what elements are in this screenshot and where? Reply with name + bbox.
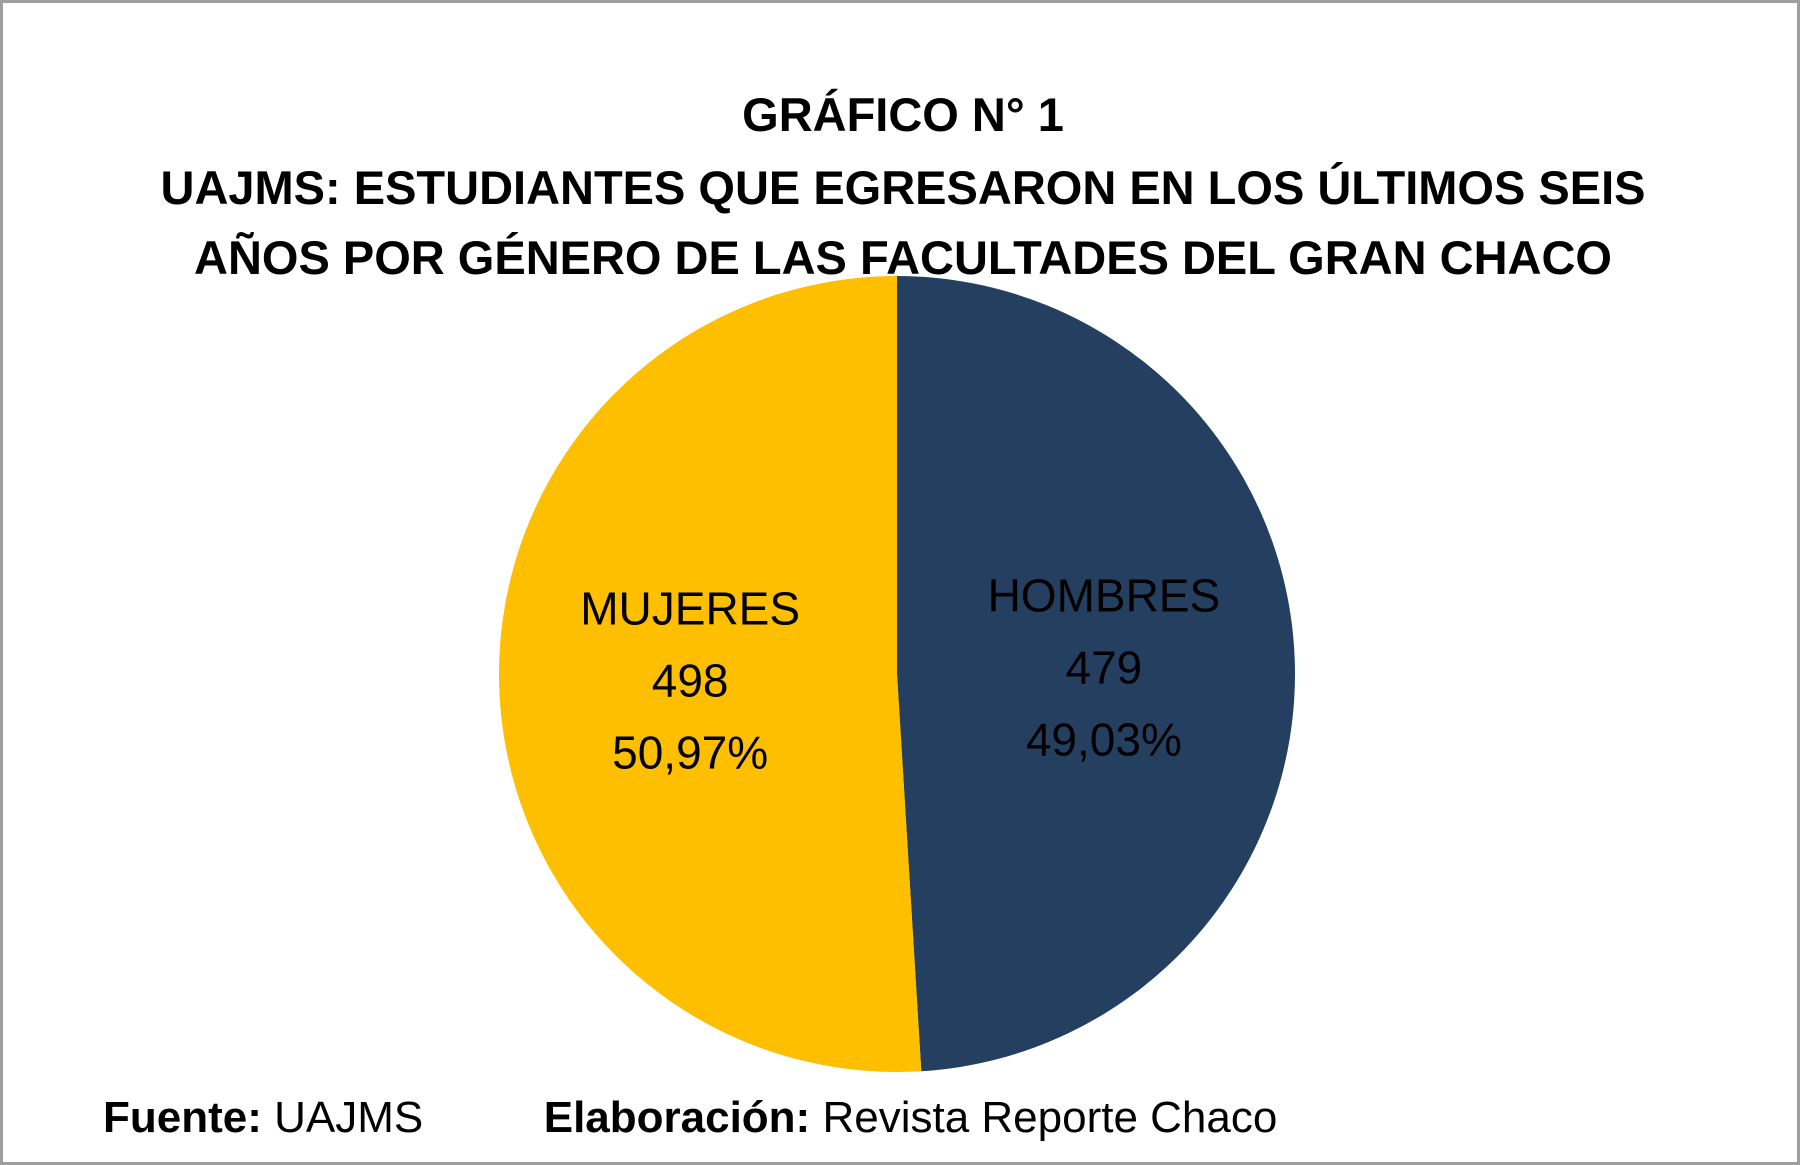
pie-slice-percent-hombres: 49,03% <box>1026 714 1182 766</box>
pie-slice-label-mujeres: MUJERES <box>580 582 800 634</box>
source-value: UAJMS <box>274 1093 424 1142</box>
pie-slice-mujeres <box>498 276 922 1072</box>
pie-slice-value-hombres: 479 <box>1065 642 1142 694</box>
pie-chart: HOMBRES 479 49,03% MUJERES 498 50,97% <box>498 276 1295 1072</box>
chart-title-line-3: AÑOS POR GÉNERO DE LAS FACULTADES DEL GR… <box>194 231 1612 284</box>
chart-title-line-2: UAJMS: ESTUDIANTES QUE EGRESARON EN LOS … <box>160 161 1646 214</box>
pie-slice-value-mujeres: 498 <box>652 654 729 706</box>
chart-footer: Fuente: UAJMS Elaboración: Revista Repor… <box>103 1096 1277 1140</box>
chart-title-line-1: GRÁFICO N° 1 <box>742 88 1064 141</box>
pie-slice-percent-mujeres: 50,97% <box>612 726 768 778</box>
author-key: Elaboración: <box>543 1093 811 1142</box>
source-key: Fuente: <box>103 1093 262 1142</box>
author-value: Revista Reporte Chaco <box>822 1093 1278 1142</box>
pie-slice-hombres <box>897 276 1295 1072</box>
pie-slice-label-hombres: HOMBRES <box>988 570 1221 622</box>
